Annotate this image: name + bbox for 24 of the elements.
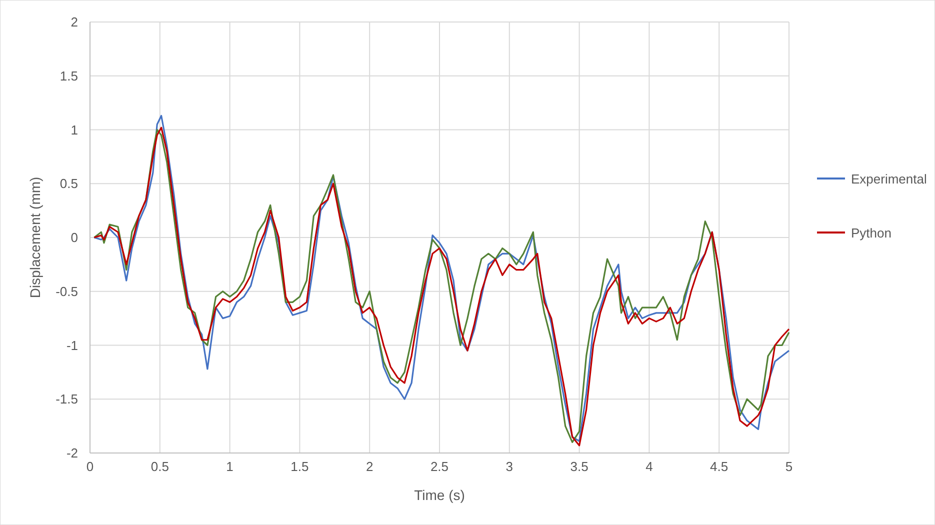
- x-tick-label: 3.5: [570, 459, 588, 474]
- x-axis-title: Time (s): [414, 487, 465, 503]
- x-tick-label: 2: [366, 459, 374, 474]
- x-tick-label: 5: [785, 459, 793, 474]
- x-tick-label: 0.5: [150, 459, 169, 474]
- x-tick-label: 1: [226, 459, 234, 474]
- x-tick-label: 0: [86, 459, 94, 474]
- legend-label: Experimental: [851, 172, 927, 186]
- y-tick-label: 2: [70, 14, 78, 30]
- x-tick-label: 4: [646, 459, 653, 474]
- x-tick-label: 1.5: [290, 459, 309, 474]
- y-tick-label: -1.5: [56, 392, 78, 407]
- x-tick-label: 2.5: [430, 459, 449, 474]
- x-tick-label: 3: [506, 459, 514, 474]
- x-tick-label: 4.5: [710, 459, 728, 474]
- y-tick-label: -0.5: [56, 284, 78, 299]
- y-tick-label: 1: [70, 122, 78, 138]
- legend-label: Python: [851, 226, 892, 240]
- y-tick-label: -2: [66, 446, 78, 460]
- y-tick-label: 1.5: [60, 68, 78, 84]
- y-axis-title: Displacement (mm): [27, 176, 43, 298]
- y-tick-label: 0: [70, 230, 78, 245]
- y-tick-label: 0.5: [60, 176, 78, 192]
- y-tick-label: -1: [66, 338, 78, 353]
